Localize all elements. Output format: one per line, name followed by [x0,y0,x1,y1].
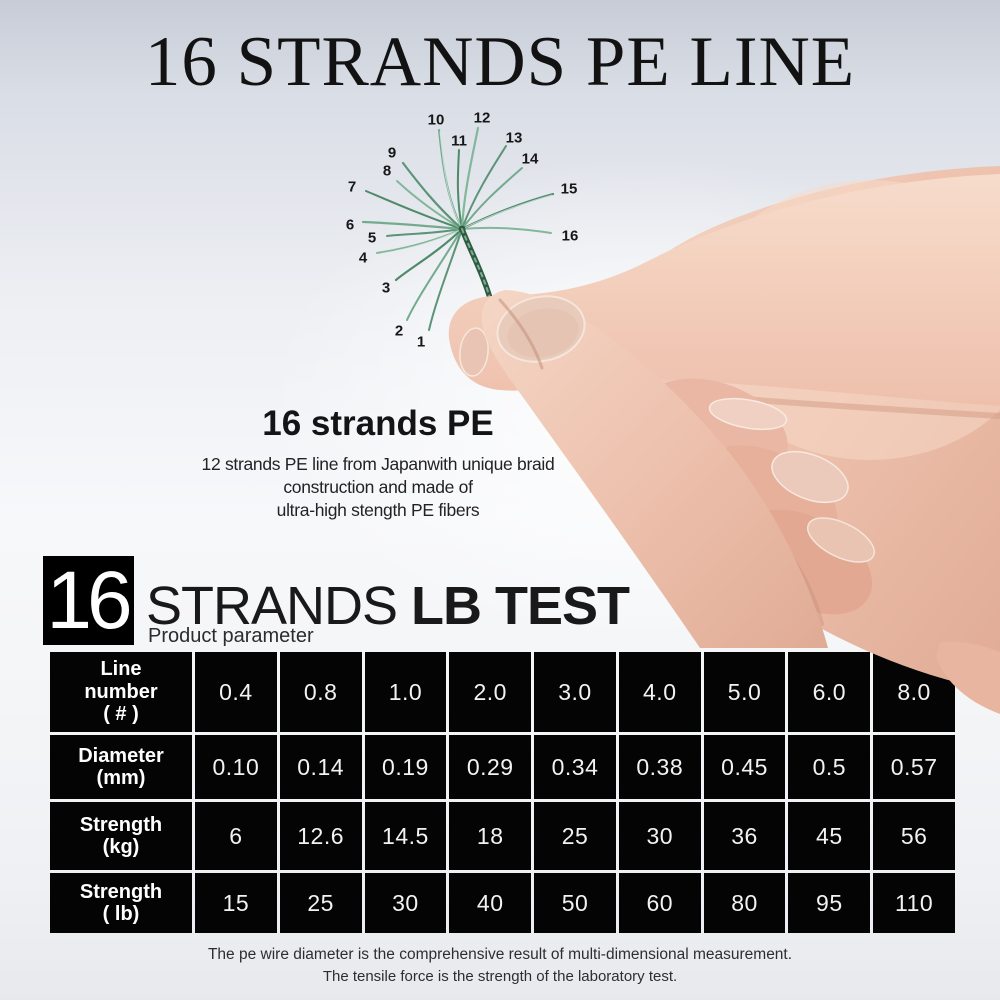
value-cell: 0.34 [534,735,616,799]
strand-label-14: 14 [521,150,539,168]
row-header-cell: Line number ( # ) [50,652,192,732]
line-below-hand [821,546,934,662]
spec-table: Line number ( # ) 0.4 0.8 1.0 2.0 3.0 4.… [50,652,955,933]
strand-label-9: 9 [387,144,397,162]
value-cell: 6.0 [788,652,871,732]
curled-finger-little [739,509,873,615]
value-cell: 8.0 [873,652,955,732]
hand-highlight [700,180,1000,460]
value-cell: 25 [279,873,362,933]
pinch-crease [498,298,544,370]
value-cell: 95 [788,873,871,933]
strand-label-4: 4 [358,249,368,267]
index-finger [448,174,1000,406]
value-cell: 0.14 [279,735,362,799]
value-cell: 60 [618,873,701,933]
value-cell: 0.4 [195,652,277,732]
value-cell: 0.8 [279,652,362,732]
value-cell: 0.10 [195,735,277,799]
footer-note-2: The tensile force is the strength of the… [322,968,678,985]
strand-label-15: 15 [560,180,578,198]
strand-label-16: 16 [561,227,579,245]
curled-finger-middle [636,378,788,486]
value-cell: 14.5 [364,802,447,870]
intro-line: 12 strands PE line from Japanwith unique… [201,454,555,474]
value-cell: 0.38 [618,735,701,799]
value-cell: 6 [195,802,277,870]
value-cell: 1.0 [364,652,447,732]
value-cell: 2.0 [449,652,532,732]
value-cell: 3.0 [534,652,616,732]
finger-crease [665,387,721,509]
value-cell: 0.19 [364,735,447,799]
twisted-line [458,225,504,334]
row-header-cell: Strength ( lb) [50,873,192,933]
ring-finger-nail [771,450,849,504]
value-cell: 36 [703,802,786,870]
strand-label-8: 8 [382,162,392,180]
value-cell: 4.0 [618,652,701,732]
value-cell: 5.0 [703,652,786,732]
intro-heading: 16 strands PE [262,404,494,443]
finger-crease [784,546,824,626]
finger-crease [723,469,773,575]
intro-line: construction and made of [283,477,473,497]
index-finger-shadow [557,379,1000,419]
fist-base [594,166,1000,692]
value-cell: 0.29 [449,735,532,799]
value-cell: 15 [195,873,277,933]
strand-label-12: 12 [473,109,491,127]
value-cell: 30 [364,873,447,933]
row-header-cell: Strength (kg) [50,802,192,870]
strand-label-3: 3 [381,279,391,297]
strand-label-11: 11 [451,132,467,150]
strand-label-10: 10 [427,111,445,129]
strands-count-box: 16 [43,555,134,646]
little-finger-nail [807,517,875,563]
strand-label-5: 5 [367,229,377,247]
section-title-lbtest: LB TEST [411,576,630,636]
value-cell: 80 [703,873,786,933]
value-cell: 0.57 [873,735,955,799]
value-cell: 110 [873,873,955,933]
intro-block: 16 strands PE 12 strands PE line from Ja… [178,404,578,522]
curled-finger-ring [694,445,838,555]
value-cell: 0.45 [703,735,786,799]
row-header-cell: Diameter (mm) [50,735,192,799]
value-cell: 50 [534,873,616,933]
value-cell: 18 [449,802,532,870]
strand-label-1: 1 [416,333,426,351]
middle-finger-nail [708,397,788,431]
value-cell: 45 [788,802,871,870]
thumb-nail-shade [507,308,579,358]
footer-note-1: The pe wire diameter is the comprehensiv… [207,946,793,963]
value-cell: 56 [873,802,955,870]
index-finger-nail [459,327,489,377]
section-title-strands: STRANDS [146,576,398,636]
intro-line: ultra-high stength PE fibers [276,500,480,520]
value-cell: 30 [618,802,701,870]
value-cell: 40 [449,873,532,933]
strand-label-13: 13 [505,129,523,147]
strand-label-7: 7 [347,178,357,196]
strand-label-6: 6 [345,216,355,234]
thumb-nail [496,295,586,363]
value-cell: 25 [534,802,616,870]
value-cell: 0.5 [788,735,871,799]
strand-label-2: 2 [394,322,404,340]
page-title: 16 STRANDS PE LINE [144,23,856,101]
section-subtitle: Product parameter [148,625,314,647]
value-cell: 12.6 [279,802,362,870]
